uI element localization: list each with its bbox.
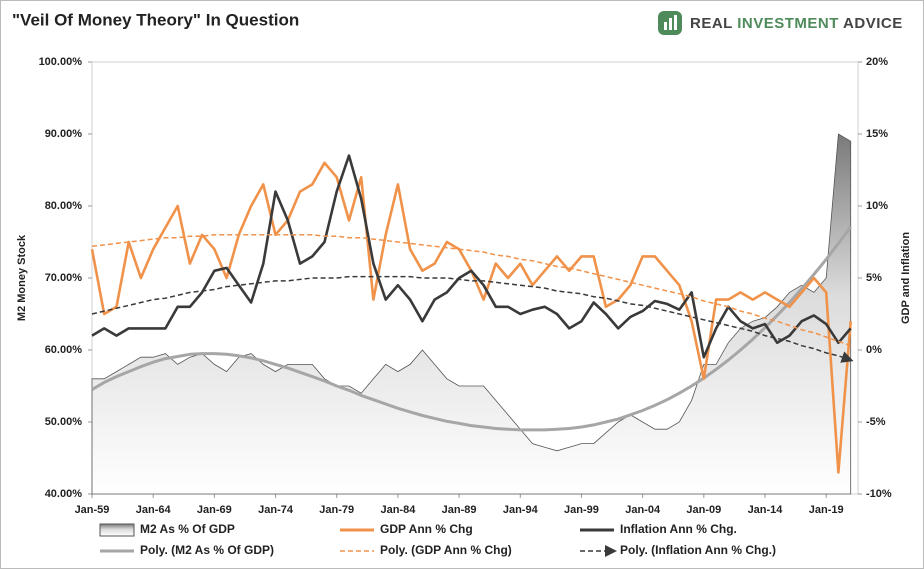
x-tick-label: Jan-84 xyxy=(380,504,416,516)
x-tick-label: Jan-94 xyxy=(503,504,539,516)
x-tick-label: Jan-04 xyxy=(625,504,661,516)
legend-label: Poly. (M2 As % Of GDP) xyxy=(140,543,274,557)
x-tick-label: Jan-74 xyxy=(258,504,294,516)
y-tick-label: 40.00% xyxy=(45,488,83,500)
x-tick-label: Jan-19 xyxy=(809,504,844,516)
brand-word: REAL xyxy=(690,15,733,32)
line xyxy=(91,226,852,432)
logo: REAL INVESTMENT ADVICE xyxy=(658,11,903,35)
x-tick-label: Jan-59 xyxy=(75,504,110,516)
area xyxy=(91,133,852,495)
y2-tick-label: 10% xyxy=(866,200,888,212)
legend-label: Inflation Ann % Chg. xyxy=(620,522,737,536)
x-tick-label: Jan-89 xyxy=(442,504,477,516)
logo-icon-bar xyxy=(669,18,672,30)
legend-label: Poly. (GDP Ann % Chg) xyxy=(380,543,512,557)
x-tick-label: Jan-09 xyxy=(686,504,721,516)
x-tick-label: Jan-64 xyxy=(136,504,172,516)
y-tick-label: 60.00% xyxy=(45,344,83,356)
y-tick-label: 100.00% xyxy=(39,56,83,68)
plot-area: 40.00% 50.00% 60.00% 70.00% 80.00% 90.00% 100.… xyxy=(39,56,892,516)
y2-tick-label: -5% xyxy=(866,416,886,428)
y2-tick-label: -10% xyxy=(866,488,892,500)
legend: M2 As % Of GDP GDP Ann % Chg Inflation Ann… xyxy=(99,522,776,557)
x-tick-label: Jan-69 xyxy=(197,504,232,516)
y2-tick-label: 0% xyxy=(866,344,882,356)
x-tick-label: Jan-79 xyxy=(319,504,354,516)
y2-axis-title: GDP and Inflation xyxy=(900,232,912,324)
y-axis-title: M2 Money Stock xyxy=(16,234,28,321)
legend-swatch xyxy=(99,523,135,537)
logo-icon-bar xyxy=(664,22,667,30)
trend-line xyxy=(91,275,854,363)
line xyxy=(91,154,852,359)
brand: REAL INVESTMENT ADVICE xyxy=(690,15,903,32)
brand-word: INVESTMENT xyxy=(737,15,839,32)
y-tick-label: 80.00% xyxy=(45,200,83,212)
brand-word: ADVICE xyxy=(843,15,903,32)
y2-tick-label: 5% xyxy=(866,272,882,284)
x-tick-label: Jan-14 xyxy=(748,504,784,516)
y-tick-label: 50.00% xyxy=(45,416,83,428)
legend-label: M2 As % Of GDP xyxy=(140,522,235,536)
chart-title: "Veil Of Money Theory" In Question xyxy=(12,10,299,29)
y2-tick-label: 15% xyxy=(866,128,888,140)
y2-tick-label: 20% xyxy=(866,56,888,68)
trend-line xyxy=(91,234,851,347)
legend-label: Poly. (Inflation Ann % Chg.) xyxy=(620,543,776,557)
logo-icon-bar xyxy=(674,15,677,30)
y-tick-label: 70.00% xyxy=(45,272,83,284)
legend-label: GDP Ann % Chg xyxy=(380,522,473,536)
y-tick-label: 90.00% xyxy=(45,128,83,140)
x-tick-label: Jan-99 xyxy=(564,504,599,516)
